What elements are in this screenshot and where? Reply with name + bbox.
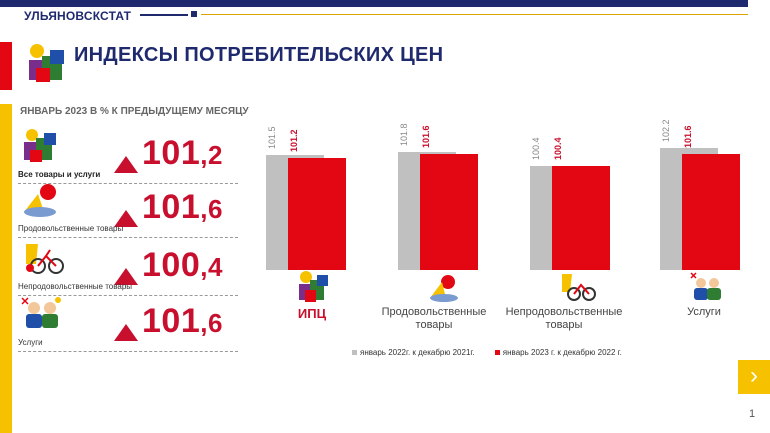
services-people-icon [21, 297, 61, 328]
data-label: 101.5 [267, 126, 277, 149]
index-row-nonfood: 100,4 Непродовольственные товары [18, 238, 240, 298]
index-label: Продовольственные товары [18, 224, 124, 233]
legend-swatch [352, 350, 357, 356]
gift-boxes-icon [24, 129, 56, 162]
row-divider [18, 237, 238, 238]
bar-curr-year [682, 154, 740, 270]
bar-curr-year [420, 154, 478, 270]
index-value: 101,6 [142, 302, 223, 340]
increase-arrow-icon [114, 268, 138, 285]
legend-item: январь 2023 г. к декабрю 2022 г. [494, 348, 622, 357]
legend-swatch [494, 350, 500, 356]
increase-arrow-icon [114, 156, 138, 173]
index-label: Непродовольственные товары [18, 282, 133, 291]
brand-name: УЛЬЯНОВСКСТАТ [24, 9, 132, 23]
index-row-all: 101,2 Все товары и услуги [18, 126, 240, 186]
groceries-icon [24, 184, 56, 217]
data-label: 100.4 [553, 137, 563, 160]
data-label: 101.2 [289, 129, 299, 152]
data-label: 102.2 [661, 119, 671, 142]
page-number: 1 [749, 408, 756, 420]
index-row-food: 101,6 Продовольственные товары [18, 180, 240, 240]
index-value: 101,6 [142, 188, 223, 226]
category-label: ИПЦ [297, 306, 327, 321]
cpi-category-icon [299, 271, 328, 302]
food-category-icon [430, 275, 458, 302]
row-divider [18, 295, 238, 296]
data-label: 101.6 [683, 125, 693, 148]
bar-curr-year [288, 158, 346, 270]
index-value: 101,2 [142, 134, 223, 172]
data-label: 101.6 [421, 125, 431, 148]
category-label: Непродовольственные товары [505, 306, 623, 332]
bicycle-icon [26, 244, 64, 274]
index-row-services: 101,6 Услуги [18, 294, 240, 354]
category-label: Продовольственные товары [381, 306, 487, 332]
header-square [191, 11, 197, 17]
period-subtitle: ЯНВАРЬ 2023 В % К ПРЕДЫДУЩЕМУ МЕСЯЦУ [20, 106, 249, 117]
legend-item: январь 2022г. к декабрю 2021г. [352, 348, 475, 357]
header-rule-gold [201, 14, 748, 15]
data-label: 100.4 [531, 137, 541, 160]
accent-bar-red [0, 42, 12, 90]
increase-arrow-icon [114, 324, 138, 341]
row-divider [18, 183, 238, 184]
nonfood-category-icon [562, 274, 596, 301]
chart-legend: январь 2022г. к декабрю 2021г. январь 20… [352, 348, 640, 357]
row-divider [18, 351, 238, 352]
top-bar [0, 0, 748, 7]
index-label: Все товары и услуги [18, 170, 101, 179]
header-rule [140, 14, 188, 16]
index-value: 100,4 [142, 246, 223, 284]
services-category-icon [690, 272, 721, 300]
cpi-bar-chart: 101.5 101.2 101.8 101.6 100.4 100.4 102.2 101.6 [266, 119, 740, 270]
increase-arrow-icon [114, 210, 138, 227]
next-slide-button[interactable]: › [738, 360, 770, 394]
accent-bar-yellow [0, 104, 12, 433]
category-label: Услуги [687, 306, 721, 318]
data-label: 101.8 [399, 123, 409, 146]
title-gift-icon [29, 44, 64, 82]
bar-curr-year [552, 166, 610, 270]
chevron-right-icon: › [750, 362, 758, 389]
index-label: Услуги [18, 338, 43, 347]
page-title: ИНДЕКСЫ ПОТРЕБИТЕЛЬСКИХ ЦЕН [74, 44, 444, 66]
